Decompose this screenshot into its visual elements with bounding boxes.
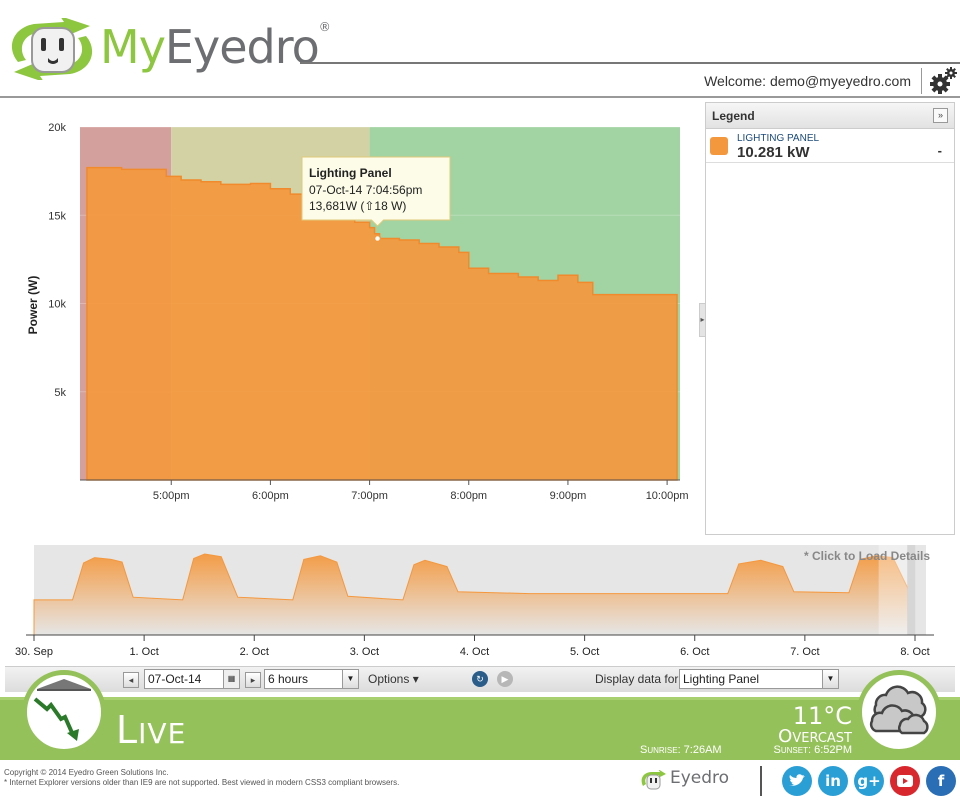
x-tick-label: 9:00pm (550, 490, 587, 502)
display-data-value: Lighting Panel (683, 672, 760, 686)
display-data-select[interactable]: Lighting Panel ▼ (679, 669, 839, 689)
chevron-down-icon: ▼ (342, 670, 358, 688)
x-tick-label: 5:00pm (153, 490, 190, 502)
navigator-note[interactable]: * Click to Load Details (804, 549, 931, 563)
welcome-text: Welcome: demo@myeyedro.com (704, 73, 911, 89)
display-data-label: Display data for: (595, 672, 682, 686)
legend-item-change: - (937, 143, 942, 158)
temperature: 11°C (792, 702, 852, 730)
live-label: LIVE (116, 708, 186, 752)
y-axis-label: Power (W) (26, 276, 40, 335)
x-tick-label: 10:00pm (646, 490, 689, 502)
y-tick-label: 5k (54, 387, 66, 399)
legend-title: Legend (712, 109, 755, 123)
header: MyEyedro® Welcome: demo@myeyedro.com (0, 0, 960, 98)
gear-separator (921, 68, 922, 94)
youtube-icon[interactable] (890, 766, 920, 796)
sunset-time: Sunset: 6:52PM (773, 744, 852, 756)
navigator-tick-label: 7. Oct (790, 646, 819, 658)
power-series-area[interactable] (86, 166, 678, 481)
y-tick-label: 20k (48, 122, 66, 134)
google-plus-icon[interactable]: g+ (854, 766, 884, 796)
header-bottom-rule (0, 96, 960, 98)
x-tick-label: 8:00pm (450, 490, 487, 502)
navigator-selection[interactable] (878, 545, 908, 635)
power-chart[interactable]: 5k 10k 15k 20k 5:00pm 6:00pm 7:00pm 8:00pm 9:00… (0, 100, 700, 540)
chevron-down-icon: ▼ (822, 670, 838, 688)
date-input[interactable] (144, 669, 224, 689)
x-tick-label: 7:00pm (351, 490, 388, 502)
legend-item-value: 10.281 kW (737, 144, 810, 161)
tooltip-value: 13,681W (⇧18 W) (309, 199, 406, 213)
y-tick-label: 10k (48, 299, 66, 311)
twitter-icon[interactable] (782, 766, 812, 796)
live-icon-circle[interactable] (22, 670, 106, 754)
tooltip-marker (373, 234, 382, 243)
logo-my: My (100, 20, 166, 74)
live-bar (0, 697, 960, 760)
navigator-tick-label: 1. Oct (129, 646, 158, 658)
logo-registered: ® (318, 20, 331, 34)
legend-panel: Legend » LIGHTING PANEL 10.281 kW - (705, 102, 955, 535)
navigator-chart[interactable]: 30. Sep 1. Oct 2. Oct 3. Oct 4. Oct 5. Oct 6. … (0, 540, 960, 662)
gear-icon[interactable] (928, 66, 958, 96)
navigator-tick-label: 4. Oct (460, 646, 489, 658)
navigator-tick-label: 3. Oct (350, 646, 379, 658)
copyright-line: Copyright © 2014 Eyedro Green Solutions … (4, 768, 169, 777)
sunrise-time: Sunrise: 7:26AM (640, 744, 722, 756)
navigator-tick-label: 8. Oct (900, 646, 929, 658)
weather-condition: Overcast (778, 726, 852, 747)
header-divider (300, 62, 960, 64)
calendar-icon[interactable]: ▦ (224, 669, 240, 689)
power-drop-icon (33, 679, 91, 741)
chart-tooltip: Lighting Panel 07-Oct-14 7:04:56pm 13,68… (301, 156, 451, 243)
tooltip-title: Lighting Panel (309, 166, 392, 180)
live-label-first: L (116, 708, 139, 752)
refresh-icon[interactable]: ↻ (472, 671, 488, 687)
y-tick-label: 15k (48, 210, 66, 222)
live-label-rest: IVE (138, 717, 187, 750)
navigator-tick-label: 6. Oct (680, 646, 709, 658)
logo-text[interactable]: MyEyedro® (100, 20, 331, 74)
navigator-series-area (33, 553, 915, 636)
navigator-tick-label: 5. Oct (570, 646, 599, 658)
navigator-tick-label: 2. Oct (240, 646, 269, 658)
legend-header: Legend » (706, 103, 954, 129)
play-icon[interactable]: ▶ (497, 671, 513, 687)
range-select[interactable]: 6 hours ▼ (264, 669, 359, 689)
cloud-icon (869, 685, 929, 735)
logo-plug-icon (11, 18, 93, 80)
legend-expand-button[interactable]: » (933, 108, 948, 123)
navigator-tick-label: 30. Sep (15, 646, 53, 658)
next-period-button[interactable]: ▸ (245, 672, 261, 688)
linkedin-icon[interactable]: in (818, 766, 848, 796)
legend-item[interactable]: LIGHTING PANEL 10.281 kW - (706, 129, 954, 163)
copyright: Copyright © 2014 Eyedro Green Solutions … (4, 768, 399, 788)
controls-bar: ◂ ▦ ▸ 6 hours ▼ Options ▾ ↻ ▶ Display da… (5, 666, 955, 692)
footer-logo[interactable]: Eyedro (670, 768, 730, 788)
footer-separator (760, 766, 762, 796)
facebook-icon[interactable]: f (926, 766, 956, 796)
x-tick-label: 6:00pm (252, 490, 289, 502)
logo-eyedro: Eyedro (164, 20, 320, 74)
options-menu-button[interactable]: Options ▾ (368, 672, 419, 686)
navigator-selection-handle[interactable] (907, 545, 916, 635)
range-select-value: 6 hours (268, 672, 309, 686)
legend-swatch (710, 137, 728, 155)
tooltip-time: 07-Oct-14 7:04:56pm (309, 183, 422, 197)
legend-item-name: LIGHTING PANEL (737, 133, 820, 144)
browser-note: * Internet Explorer versions older than … (4, 778, 400, 787)
prev-period-button[interactable]: ◂ (123, 672, 139, 688)
footer-logo-icon (641, 770, 666, 790)
weather-icon-circle (857, 670, 941, 754)
